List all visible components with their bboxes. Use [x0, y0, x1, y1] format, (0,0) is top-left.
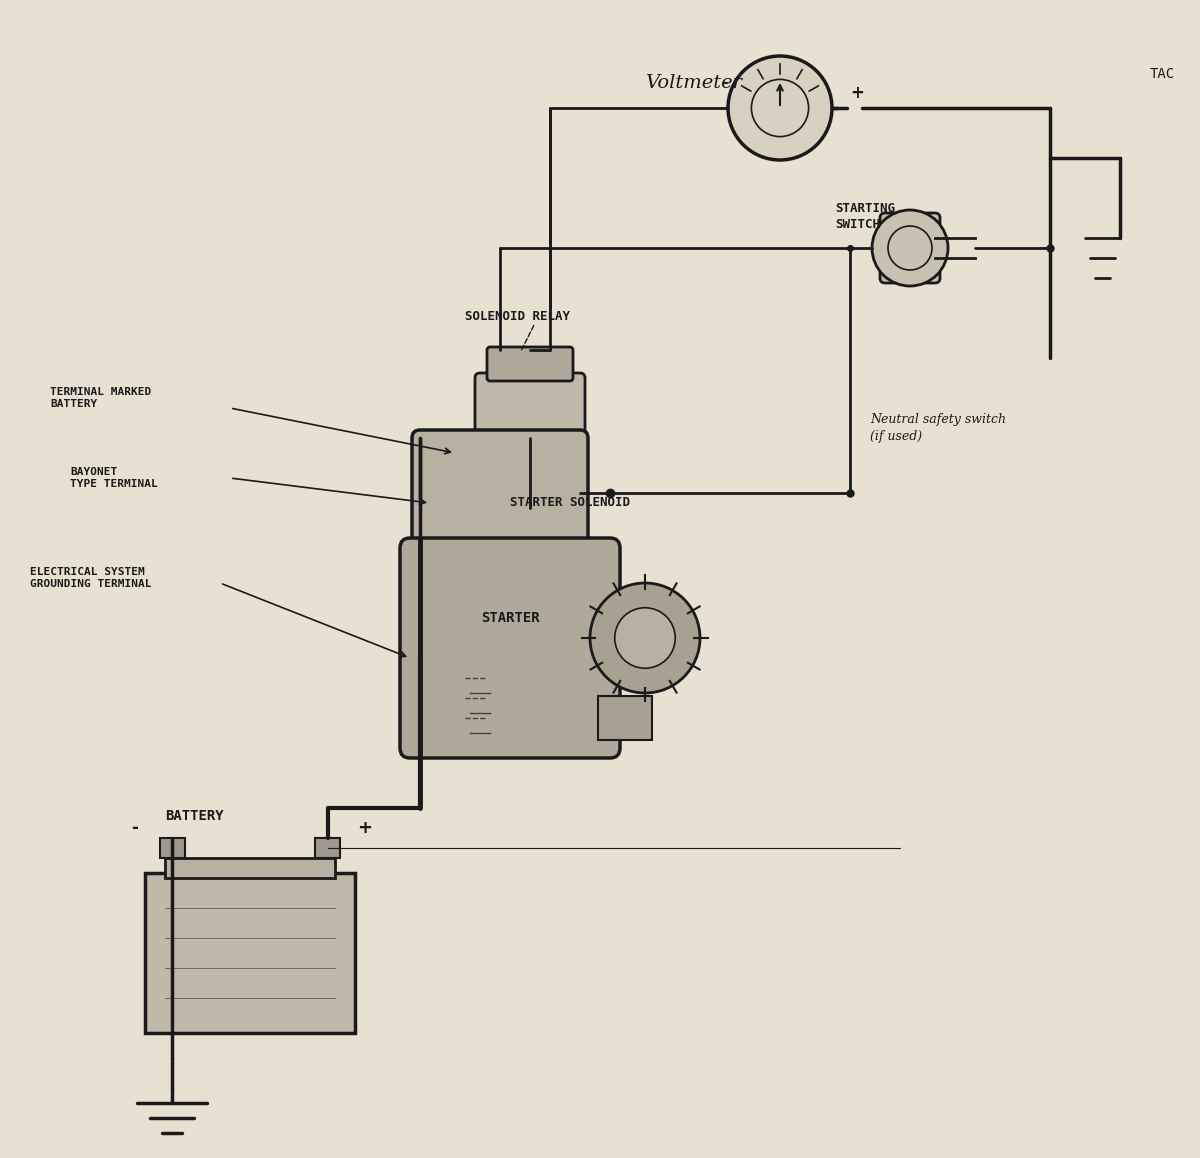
- Text: STARTER: STARTER: [481, 611, 539, 625]
- FancyBboxPatch shape: [880, 213, 940, 283]
- FancyBboxPatch shape: [475, 373, 586, 513]
- Circle shape: [590, 582, 700, 692]
- FancyBboxPatch shape: [598, 696, 652, 740]
- Text: STARTING
SWITCH: STARTING SWITCH: [835, 201, 895, 230]
- FancyBboxPatch shape: [487, 347, 574, 381]
- Text: SOLENOID RELAY: SOLENOID RELAY: [464, 310, 570, 323]
- Text: Neutral safety switch
(if used): Neutral safety switch (if used): [870, 413, 1006, 444]
- Text: Voltmeter: Voltmeter: [646, 74, 742, 91]
- Text: +: +: [850, 85, 864, 102]
- FancyBboxPatch shape: [145, 873, 355, 1033]
- Text: STARTER SOLENOID: STARTER SOLENOID: [510, 497, 630, 510]
- Circle shape: [728, 56, 832, 160]
- Text: TAC: TAC: [1150, 67, 1175, 81]
- FancyBboxPatch shape: [400, 538, 620, 758]
- Text: BAYONET
TYPE TERMINAL: BAYONET TYPE TERMINAL: [70, 467, 157, 489]
- Circle shape: [614, 608, 676, 668]
- Text: -: -: [132, 819, 138, 837]
- Bar: [160, 838, 185, 858]
- Text: TERMINAL MARKED
BATTERY: TERMINAL MARKED BATTERY: [50, 387, 151, 409]
- FancyBboxPatch shape: [412, 430, 588, 556]
- Circle shape: [872, 210, 948, 286]
- FancyBboxPatch shape: [514, 446, 547, 475]
- Text: BATTERY: BATTERY: [166, 809, 223, 823]
- Text: +: +: [358, 819, 372, 837]
- Bar: [166, 858, 335, 878]
- Text: ELECTRICAL SYSTEM
GROUNDING TERMINAL: ELECTRICAL SYSTEM GROUNDING TERMINAL: [30, 566, 151, 589]
- Bar: [314, 838, 340, 858]
